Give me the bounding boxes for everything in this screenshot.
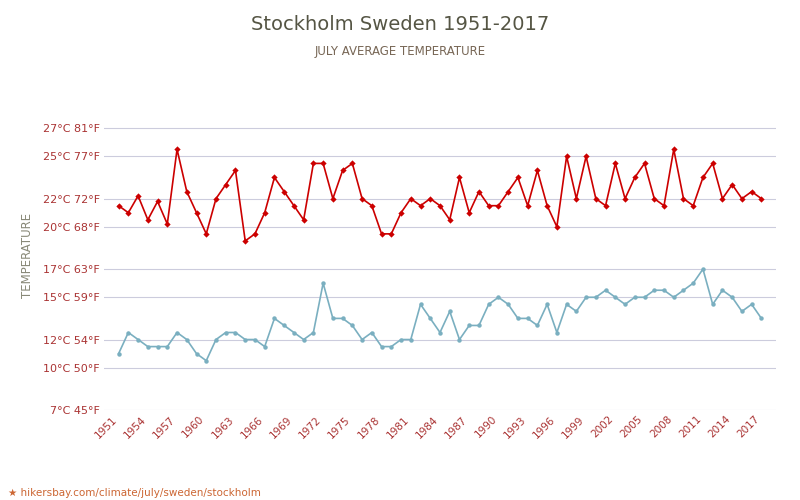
Y-axis label: TEMPERATURE: TEMPERATURE [22,212,34,298]
Text: Stockholm Sweden 1951-2017: Stockholm Sweden 1951-2017 [251,15,549,34]
Text: JULY AVERAGE TEMPERATURE: JULY AVERAGE TEMPERATURE [314,45,486,58]
Text: ★ hikersbay.com/climate/july/sweden/stockholm: ★ hikersbay.com/climate/july/sweden/stoc… [8,488,261,498]
Legend: NIGHT, DAY: NIGHT, DAY [346,498,534,500]
